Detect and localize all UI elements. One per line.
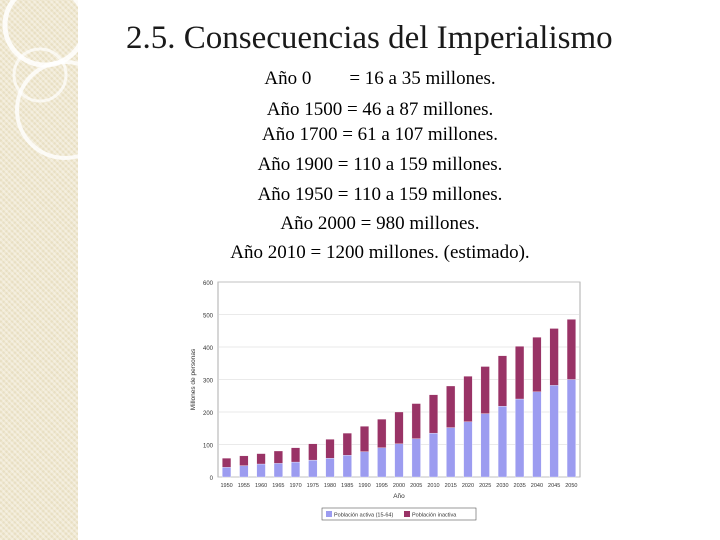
- x-axis-label: Año: [393, 493, 405, 500]
- bar-segment-activa: [394, 443, 404, 478]
- x-tick-label: 1980: [324, 483, 336, 489]
- x-tick-label: 1955: [238, 483, 250, 489]
- bar-segment-activa: [532, 391, 542, 478]
- legend-box: [321, 507, 477, 521]
- bar-segment-activa: [342, 455, 352, 478]
- bar-segment-inactiva: [429, 394, 438, 434]
- bar-segment-inactiva: [532, 337, 542, 392]
- x-tick-label: 1970: [289, 483, 301, 489]
- bar-segment-activa: [273, 463, 283, 478]
- bar-segment-activa: [308, 459, 318, 478]
- decorative-circles: [2, 0, 78, 160]
- bar-segment-inactiva: [360, 426, 369, 452]
- bar-segment-inactiva: [394, 411, 404, 445]
- y-tick-label: 100: [203, 444, 214, 450]
- slide-title: 2.5. Consecuencias del Imperialismo: [126, 20, 613, 56]
- x-tick-label: 1950: [220, 483, 232, 489]
- x-tick-label: 2010: [427, 483, 439, 489]
- bar-segment-activa: [377, 447, 387, 478]
- x-tick-label: 2045: [548, 483, 560, 489]
- bar-segment-activa: [256, 463, 266, 478]
- bar-segment-inactiva: [291, 447, 301, 463]
- bar-segment-activa: [325, 457, 335, 478]
- population-line-year-1900: Año 1900 = 110 a 159 millones.: [257, 154, 503, 175]
- x-tick-label: 2025: [479, 483, 491, 489]
- y-axis-label: Millones de personas: [190, 348, 197, 410]
- bar-segment-inactiva: [446, 385, 456, 428]
- y-tick-label: 500: [203, 314, 214, 320]
- x-tick-label: 2015: [445, 483, 457, 489]
- x-tick-label: 2040: [531, 483, 543, 489]
- bar-segment-inactiva: [566, 319, 576, 380]
- bar-segment-inactiva: [342, 432, 352, 456]
- bar-segment-inactiva: [308, 443, 318, 461]
- x-tick-label: 1975: [307, 483, 319, 489]
- population-chart: 0 100 200 300 400 500 600 1950 1955 1960 1965 1970 1…: [190, 281, 581, 521]
- x-tick-label: 2020: [462, 483, 474, 489]
- bar-segment-activa: [429, 432, 438, 478]
- bar-segment-activa: [515, 398, 525, 478]
- bar-segment-activa: [497, 405, 507, 478]
- bar-segment-activa: [411, 438, 421, 478]
- population-line-year-0: Año 0 = 16 a 35 millones.: [264, 68, 496, 89]
- x-tick-label: 1995: [376, 483, 388, 489]
- x-tick-label: 2005: [410, 483, 422, 489]
- bar-segment-activa: [566, 379, 576, 478]
- bar-segment-inactiva: [463, 376, 473, 422]
- legend-swatch: [404, 511, 410, 517]
- bar-segment-activa: [222, 467, 232, 478]
- bar-segment-inactiva: [549, 328, 559, 386]
- bar-segment-inactiva: [239, 455, 249, 466]
- bar-segment-activa: [239, 465, 249, 478]
- bar-segment-activa: [360, 451, 369, 478]
- bar-segment-inactiva: [515, 346, 525, 400]
- bar-segment-inactiva: [497, 355, 507, 407]
- bar-segment-inactiva: [480, 366, 490, 414]
- population-line-year-1700: Año 1700 = 61 a 107 millones.: [261, 124, 499, 145]
- x-tick-label: 1965: [272, 483, 284, 489]
- bar-segment-activa: [463, 421, 473, 478]
- population-line-year-1500: Año 1500 = 46 a 87 millones.: [266, 99, 494, 120]
- x-tick-label: 2030: [496, 483, 508, 489]
- bar-segment-inactiva: [256, 453, 266, 465]
- legend-swatch: [326, 511, 332, 517]
- y-tick-label: 400: [203, 346, 214, 352]
- x-tick-label: 2050: [565, 483, 577, 489]
- population-line-year-1950: Año 1950 = 110 a 159 millones.: [257, 184, 503, 205]
- bar-segment-inactiva: [222, 457, 232, 468]
- legend-entry: Población inactiva: [412, 513, 457, 519]
- bar-segment-activa: [549, 385, 559, 478]
- bar-segment-activa: [480, 413, 490, 478]
- y-tick-label: 600: [203, 281, 214, 287]
- y-tick-label: 0: [210, 476, 214, 482]
- bar-segment-activa: [446, 427, 456, 478]
- x-tick-label: 2000: [393, 483, 405, 489]
- bar-segment-inactiva: [377, 418, 387, 448]
- x-tick-label: 1985: [341, 483, 353, 489]
- bar-segment-inactiva: [325, 439, 335, 459]
- x-tick-label: 1960: [255, 483, 267, 489]
- bar-segment-activa: [291, 461, 301, 478]
- bar-segment-inactiva: [411, 403, 421, 439]
- legend-entry: Población activa (15-64): [334, 513, 393, 519]
- x-tick-label: 2035: [514, 483, 526, 489]
- y-tick-label: 200: [203, 411, 214, 417]
- population-line-year-2010: Año 2010 = 1200 millones. (estimado).: [230, 242, 530, 263]
- bar-segment-inactiva: [273, 450, 283, 464]
- x-tick-label: 1990: [358, 483, 370, 489]
- population-line-year-2000: Año 2000 = 980 millones.: [280, 213, 480, 234]
- y-tick-label: 300: [203, 379, 214, 385]
- decorative-side-panel: [0, 0, 78, 540]
